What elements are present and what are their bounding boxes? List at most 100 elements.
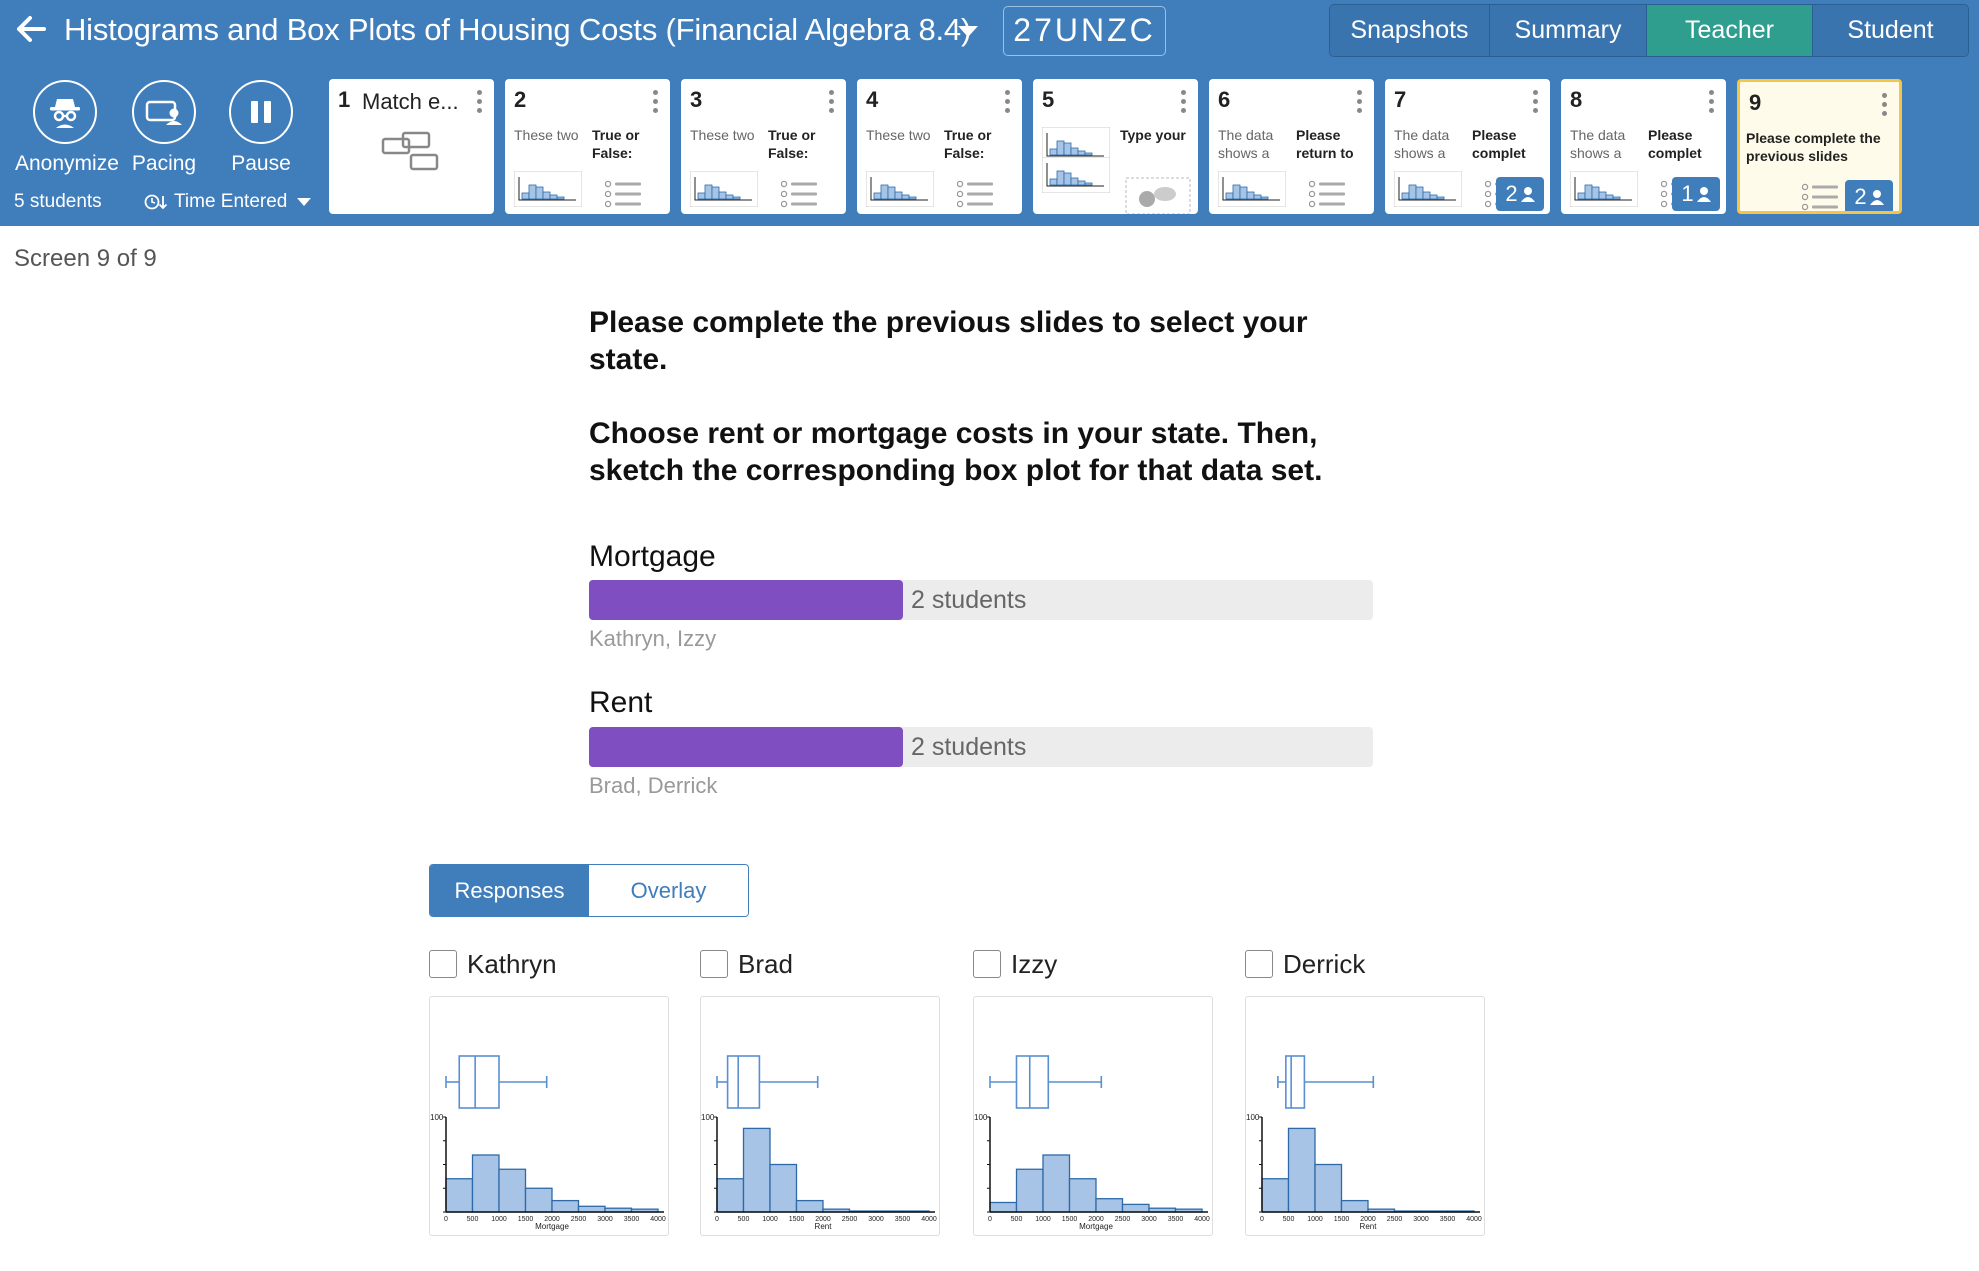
histogram-icon [1394, 171, 1462, 207]
tab-teacher[interactable]: Teacher [1647, 5, 1813, 56]
x-tick-label: 2500 [571, 1216, 587, 1223]
x-tick-label: 3000 [1141, 1216, 1157, 1223]
screen-indicator: Screen 9 of 9 [14, 245, 157, 272]
person-icon [1869, 190, 1884, 205]
slide-text-bold: Please complete the previous slides [1746, 130, 1881, 164]
histogram-bar [1314, 1163, 1343, 1213]
slide-number: 4 [866, 87, 879, 112]
overlay-tab[interactable]: Overlay [589, 865, 748, 916]
histogram-with-box-plot: 1000 500 1000 1500 2000 2500 3000 3500 4000Mortg… [430, 1055, 666, 1231]
histogram-bar [1287, 1127, 1316, 1213]
x-axis-label: Mortgage [535, 1222, 569, 1231]
box-iqr [1285, 1055, 1306, 1109]
response-sketch-card[interactable]: 100 0 500 1000 1500 2000 2500 3000 3500 4000 Mortg… [973, 996, 1213, 1236]
histogram-bar [551, 1199, 580, 1213]
student-badge[interactable]: 2 [1496, 177, 1544, 211]
x-tick-label: 1000 [491, 1216, 507, 1223]
more-options-icon[interactable] [1882, 93, 1888, 120]
responses-tab[interactable]: Responses [430, 865, 589, 916]
student-checkbox[interactable] [429, 950, 457, 978]
pacing-label: Pacing [131, 152, 197, 175]
more-options-icon[interactable] [653, 90, 659, 117]
tab-student[interactable]: Student [1813, 5, 1968, 56]
slide-text-bold: Please return to [1296, 127, 1354, 161]
more-options-icon[interactable] [1181, 90, 1187, 117]
more-options-icon[interactable] [1709, 90, 1715, 117]
x-tick-label: 4000 [921, 1216, 937, 1223]
chevron-down-icon[interactable] [958, 26, 978, 37]
x-tick-label: 0 [715, 1216, 719, 1223]
response-sketch-card[interactable]: 100 0 500 1000 1500 2000 2500 3000 3500 4000 Rent [700, 996, 940, 1236]
slide-thumbnail[interactable]: 7 The data shows a Please complet 2 [1385, 79, 1550, 214]
slide-thumbnail[interactable]: 5 Type your [1033, 79, 1198, 214]
student-name: Izzy [1011, 948, 1058, 979]
pacing-button[interactable]: Pacing [114, 80, 214, 176]
pause-button[interactable]: Pause [211, 80, 311, 176]
student-checkbox[interactable] [973, 950, 1001, 978]
tab-summary[interactable]: Summary [1490, 5, 1647, 56]
slide-thumbnail[interactable]: 8 The data shows a Please complet 1 [1561, 79, 1726, 214]
slide-text-bold: Please complet [1472, 127, 1526, 161]
more-options-icon[interactable] [1005, 90, 1011, 117]
x-tick-label: 2000 [815, 1216, 831, 1223]
student-badge[interactable]: 2 [1845, 180, 1893, 211]
slide-number: 9 [1749, 90, 1762, 115]
histogram-icon [866, 171, 934, 207]
more-options-icon[interactable] [829, 90, 835, 117]
slide-number: 3 [690, 87, 703, 112]
sort-dropdown[interactable]: Time Entered [144, 191, 312, 213]
activity-title[interactable]: Histograms and Box Plots of Housing Cost… [64, 12, 972, 47]
student-name: Brad [738, 948, 793, 979]
x-axis-label: Rent [1360, 1222, 1378, 1231]
student-checkbox[interactable] [1245, 950, 1273, 978]
response-sketch-card[interactable]: 100 0 500 1000 1500 2000 2500 3000 3500 4000 Rent [1245, 996, 1485, 1236]
student-response: Derrick 100 0 500 1000 1500 2000 2500 3000 3500 40… [1245, 948, 1485, 1236]
slide-thumbnail[interactable]: 2 These two True or False: [505, 79, 670, 214]
tab-snapshots[interactable]: Snapshots [1330, 5, 1490, 56]
choice-names-rent: Brad, Derrick [589, 773, 718, 798]
slide-thumbnail[interactable]: 1 Match e... [329, 79, 494, 214]
slide-thumbnail[interactable]: 3 These two True or False: [681, 79, 846, 214]
student-badge-count: 2 [1854, 184, 1867, 209]
anonymize-button[interactable]: Anonymize [15, 80, 119, 176]
x-tick-label: 3000 [597, 1216, 613, 1223]
histogram-icon [1042, 157, 1110, 193]
more-options-icon[interactable] [1533, 90, 1539, 117]
slide-number: 8 [1570, 87, 1583, 112]
slide-thumbnail[interactable]: 6 The data shows a Please return to [1209, 79, 1374, 214]
histogram-icon [690, 171, 758, 207]
more-options-icon[interactable] [477, 90, 483, 117]
more-options-icon[interactable] [1357, 90, 1363, 117]
list-icon [1309, 180, 1345, 208]
x-tick-label: 2000 [1360, 1216, 1376, 1223]
x-axis-label: Mortgage [1079, 1222, 1113, 1231]
slide-thumbnail[interactable]: 9 Please complete the previous slides 2 [1737, 79, 1902, 214]
list-icon [1802, 183, 1838, 211]
back-arrow-icon[interactable] [14, 12, 48, 46]
slide-number: 6 [1218, 87, 1231, 112]
student-badge[interactable]: 1 [1672, 177, 1720, 211]
choice-label-mortgage: Mortgage [589, 540, 716, 573]
slide-thumbnail[interactable]: 4 These two True or False: [857, 79, 1022, 214]
student-checkbox[interactable] [700, 950, 728, 978]
histogram-bar [524, 1187, 553, 1213]
histogram-bar [1340, 1199, 1369, 1213]
response-sketch-card[interactable]: 100 0 500 1000 1500 2000 2500 3000 3500 4000 Mortg… [429, 996, 669, 1236]
x-tick-label: 3500 [895, 1216, 911, 1223]
person-icon [1696, 187, 1711, 202]
choice-names-mortgage: Kathryn, Izzy [589, 626, 717, 651]
y-tick-label: 100 [701, 1113, 715, 1122]
view-tabs: Snapshots Summary Teacher Student [1329, 4, 1969, 57]
student-name: Kathryn [467, 948, 557, 979]
pause-icon [251, 101, 271, 123]
choice-count-rent: 2 students [911, 733, 1027, 761]
student-response: Brad 100 0 500 1000 1500 2000 2500 3000 3500 4000 R… [700, 948, 940, 1236]
student-name: Derrick [1283, 948, 1366, 979]
x-tick-label: 1500 [1334, 1216, 1350, 1223]
slide-number: 2 [514, 87, 527, 112]
slide-text: The data shows a [1394, 127, 1450, 161]
y-tick-label: 100 [974, 1113, 988, 1122]
slide-number: 1 [338, 87, 351, 112]
